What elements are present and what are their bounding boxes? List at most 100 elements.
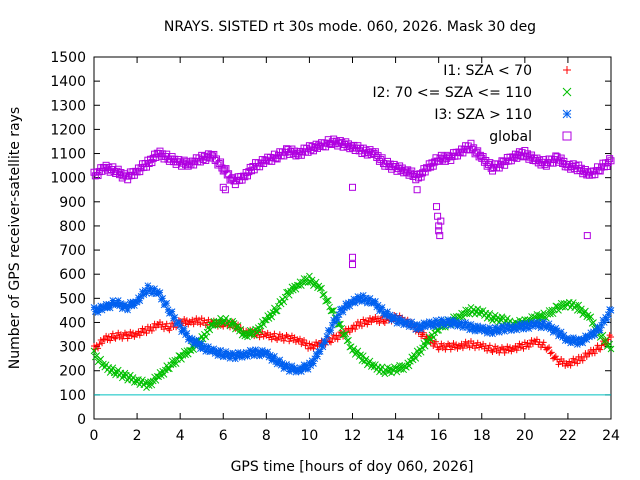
data-point	[439, 345, 446, 352]
data-point	[265, 353, 273, 361]
data-point	[121, 300, 129, 308]
data-point	[183, 329, 191, 337]
data-point	[272, 307, 280, 315]
data-point	[552, 353, 559, 360]
data-point	[416, 321, 424, 329]
data-point	[351, 299, 359, 307]
data-point	[447, 156, 455, 164]
data-point	[163, 150, 171, 158]
data-point	[466, 326, 473, 334]
data-point	[375, 315, 382, 322]
data-point	[156, 289, 164, 296]
data-point	[459, 345, 466, 352]
data-point	[194, 319, 201, 326]
data-point	[241, 351, 249, 359]
data-point	[153, 372, 161, 380]
data-point	[191, 338, 199, 346]
data-point	[233, 352, 241, 360]
data-point	[476, 344, 483, 351]
data-point	[139, 288, 146, 296]
data-point	[280, 365, 288, 372]
data-point	[280, 298, 288, 306]
data-point	[109, 364, 117, 372]
outlier-point	[349, 183, 356, 191]
data-point	[520, 325, 527, 333]
data-point	[342, 300, 350, 308]
data-point	[280, 337, 287, 344]
data-point	[134, 331, 141, 338]
data-point	[193, 315, 200, 322]
data-point	[372, 298, 379, 305]
data-point	[393, 320, 401, 327]
data-point	[275, 358, 282, 366]
data-point	[202, 333, 210, 341]
data-point	[295, 281, 302, 289]
data-point	[453, 341, 460, 348]
data-point	[431, 320, 438, 327]
data-point	[341, 304, 348, 312]
data-point	[481, 328, 488, 335]
data-point	[526, 322, 534, 329]
data-point	[175, 156, 183, 164]
data-point	[215, 318, 223, 326]
data-point	[451, 344, 458, 351]
data-point	[234, 348, 242, 356]
data-point	[292, 285, 300, 293]
data-point	[495, 329, 503, 336]
x-tick-label: 12	[344, 428, 362, 444]
data-point	[514, 323, 522, 331]
y-tick-label: 1300	[50, 98, 86, 114]
legend-label: global	[489, 129, 532, 145]
data-point	[555, 332, 562, 340]
data-point	[435, 326, 443, 334]
x-tick-label: 22	[559, 428, 577, 444]
data-point	[546, 344, 553, 351]
data-point	[489, 330, 496, 338]
data-point	[336, 332, 343, 339]
data-point	[206, 326, 214, 334]
data-point	[438, 316, 445, 323]
data-point	[299, 364, 307, 372]
data-point	[567, 339, 574, 347]
data-point	[475, 327, 483, 334]
data-point	[96, 305, 103, 313]
data-point	[448, 319, 456, 327]
data-point	[516, 340, 523, 347]
data-point	[243, 172, 251, 180]
data-point	[153, 288, 161, 295]
data-point	[483, 329, 491, 337]
data-point	[260, 351, 267, 359]
data-point	[94, 172, 102, 180]
data-point	[575, 301, 583, 309]
data-point	[336, 137, 344, 145]
data-point	[264, 348, 272, 356]
data-point	[285, 291, 293, 299]
data-point	[97, 302, 105, 310]
data-point	[338, 324, 346, 332]
data-point	[523, 343, 530, 350]
data-point	[109, 330, 116, 337]
data-point	[462, 338, 469, 345]
data-point	[109, 163, 117, 171]
data-point	[316, 348, 324, 355]
data-point	[322, 339, 329, 346]
data-point	[548, 349, 555, 356]
data-point	[384, 308, 391, 315]
data-point	[355, 297, 363, 305]
data-point	[573, 307, 581, 314]
data-point	[607, 345, 615, 353]
y-tick-label: 900	[59, 195, 86, 211]
data-point	[463, 310, 471, 318]
data-point	[549, 159, 557, 167]
data-point	[230, 320, 238, 327]
data-point	[308, 276, 316, 284]
data-point	[175, 318, 183, 326]
data-point	[296, 335, 303, 342]
data-point	[543, 324, 550, 332]
data-point	[306, 272, 313, 280]
data-point	[352, 326, 359, 333]
data-point	[90, 347, 98, 355]
data-point	[390, 312, 398, 320]
data-point	[292, 368, 300, 376]
